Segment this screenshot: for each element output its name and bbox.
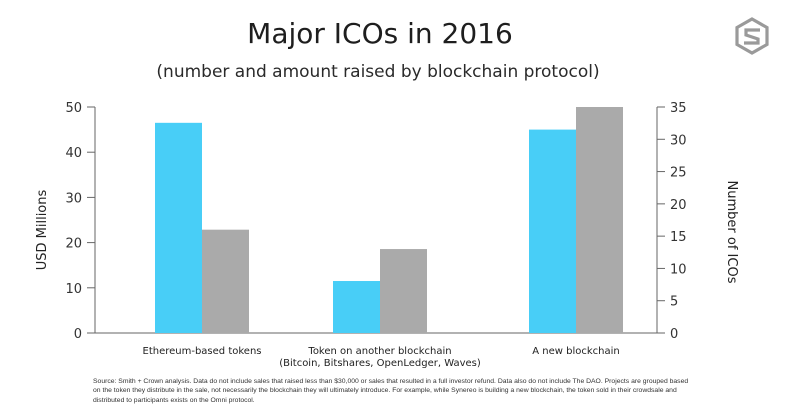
right-tick-label: 25 bbox=[670, 166, 687, 181]
left-tick-label: 40 bbox=[65, 146, 82, 161]
right-tick-label: 5 bbox=[670, 295, 678, 310]
right-tick-label: 30 bbox=[670, 133, 687, 148]
right-tick-label: 20 bbox=[670, 198, 687, 213]
right-tick-label: 10 bbox=[670, 262, 687, 277]
bar-number-of-icos-1 bbox=[202, 229, 249, 333]
category-label-3: A new blockchain bbox=[532, 346, 619, 357]
category-label-1: Ethereum-based tokens bbox=[143, 346, 262, 357]
brand-logo-icon bbox=[735, 17, 769, 55]
bar-usd-millions-2 bbox=[333, 281, 380, 333]
right-tick-label: 0 bbox=[670, 327, 678, 342]
right-tick-label: 35 bbox=[670, 101, 687, 116]
bar-usd-millions-3 bbox=[529, 129, 576, 333]
right-tick-label: 15 bbox=[670, 230, 687, 245]
left-tick-label: 20 bbox=[65, 237, 82, 252]
bar-usd-millions-1 bbox=[155, 122, 202, 333]
right-axis-label: Number of ICOs bbox=[724, 181, 739, 284]
bar-number-of-icos-3 bbox=[576, 107, 623, 333]
left-tick-label: 10 bbox=[65, 282, 82, 297]
left-axis-label: USD Millions bbox=[35, 190, 50, 271]
left-tick-label: 30 bbox=[65, 191, 82, 206]
chart-title: Major ICOs in 2016 bbox=[247, 17, 513, 50]
source-note: Source: Smith + Crown analysis. Data do … bbox=[93, 378, 689, 404]
category-label-2: Token on another blockchain bbox=[307, 346, 451, 357]
chart-subtitle: (number and amount raised by blockchain … bbox=[156, 62, 599, 82]
bar-number-of-icos-2 bbox=[380, 249, 427, 333]
category-label-2-sub: (Bitcoin, Bitshares, OpenLedger, Waves) bbox=[279, 358, 481, 369]
left-tick-label: 50 bbox=[65, 101, 82, 116]
left-tick-label: 0 bbox=[74, 327, 82, 342]
